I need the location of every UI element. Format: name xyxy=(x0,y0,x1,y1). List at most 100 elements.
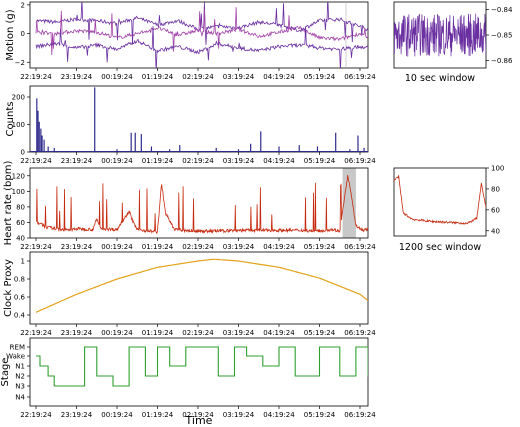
clock-proxy-x-tick-label: 23:19:24 xyxy=(61,329,93,337)
motion-series-line xyxy=(35,7,368,56)
heart-rate-inset-line xyxy=(394,175,486,225)
heart-rate-x-tick-label: 22:19:24 xyxy=(20,243,52,251)
stage-x-ticks: 22:19:24 23:19:24 00:19:24 01:19:24 02:19:24… xyxy=(20,406,376,419)
panel-counts: 0 100 200 22:19:24 23:19:24 00:19:24 01:19:24… xyxy=(5,85,376,165)
counts-x-tick-label: 23:19:24 xyxy=(61,157,93,165)
motion-inset-y-tick-label: −0.86 xyxy=(491,57,513,65)
motion-x-tick-label: 22:19:24 xyxy=(20,73,52,81)
motion-x-tick-label: 00:19:24 xyxy=(101,73,133,81)
heart-rate-y-tick-label: 120 xyxy=(12,172,25,180)
counts-y-label: Counts xyxy=(5,102,16,137)
stage-y-tick-label: N4 xyxy=(15,394,25,402)
heart-rate-inset-series xyxy=(394,175,486,225)
stage-x-tick-label: 22:19:24 xyxy=(20,411,52,419)
stage-y-tick-label: REM xyxy=(10,344,25,352)
motion-series-group xyxy=(35,2,368,68)
motion-y-tick-label: 0 xyxy=(21,30,25,38)
motion-x-tick-label: 23:19:24 xyxy=(61,73,93,81)
heart-rate-x-tick-label: 01:19:24 xyxy=(142,243,174,251)
stage-x-tick-label: 05:19:24 xyxy=(304,411,336,419)
counts-y-tick-label: 0 xyxy=(21,149,25,157)
stage-x-tick-label: 02:19:24 xyxy=(182,411,214,419)
stage-y-label: Stage xyxy=(0,358,11,387)
counts-y-tick-label: 100 xyxy=(12,121,25,129)
counts-x-tick-label: 02:19:24 xyxy=(182,157,214,165)
counts-bars-group xyxy=(30,87,368,152)
stage-line xyxy=(36,346,368,387)
motion-x-tick-label: 03:19:24 xyxy=(223,73,255,81)
heart-rate-inset-title: 1200 sec window xyxy=(399,242,482,253)
stage-x-tick-label: 23:19:24 xyxy=(61,411,93,419)
inset-motion: −0.84 −0.85 −0.86 10 sec window xyxy=(393,1,513,84)
heart-rate-x-tick-label: 06:19:24 xyxy=(344,243,376,251)
motion-inset-series xyxy=(394,13,486,57)
heart-rate-inset-frame xyxy=(393,167,487,237)
motion-y-label: Motion (g) xyxy=(5,9,16,60)
counts-plot-frame xyxy=(29,85,369,153)
motion-y-ticks: −2 0 2 xyxy=(15,1,30,67)
heart-rate-series-group xyxy=(35,175,368,234)
clock-proxy-y-label: Clock Proxy xyxy=(3,259,14,317)
heart-rate-x-tick-label: 05:19:24 xyxy=(304,243,336,251)
panel-heart-rate: 40 60 80 100 120 22:19:24 23:19:24 00:19:24 01:… xyxy=(3,161,376,251)
panel-clock-proxy: 0.4 0.6 0.8 1 22:19:24 23:19:24 00:19:24 01:19… xyxy=(3,251,376,337)
counts-x-tick-label: 05:19:24 xyxy=(304,157,336,165)
heart-rate-line xyxy=(35,175,368,234)
clock-proxy-x-ticks: 22:19:24 23:19:24 00:19:24 01:19:24 02:19:24… xyxy=(20,324,376,337)
motion-series-line xyxy=(35,26,368,68)
clock-proxy-y-tick-label: 0.6 xyxy=(14,294,26,302)
clock-proxy-y-tick-label: 0.8 xyxy=(14,276,25,284)
stage-x-tick-label: 03:19:24 xyxy=(223,411,255,419)
counts-x-ticks: 22:19:24 23:19:24 00:19:24 01:19:24 02:19:24… xyxy=(20,152,376,165)
motion-inset-y-tick-label: −0.85 xyxy=(491,32,512,40)
motion-inset-y-tick-label: −0.84 xyxy=(491,6,513,14)
heart-rate-x-tick-label: 00:19:24 xyxy=(101,243,133,251)
heart-rate-x-tick-label: 03:19:24 xyxy=(223,243,255,251)
heart-rate-y-label: Heart rate (bpm) xyxy=(3,161,14,246)
counts-y-ticks: 0 100 200 xyxy=(12,94,30,157)
stage-x-tick-label: 00:19:24 xyxy=(101,411,133,419)
clock-proxy-x-tick-label: 02:19:24 xyxy=(182,329,214,337)
heart-rate-x-tick-label: 23:19:24 xyxy=(61,243,93,251)
motion-x-tick-label: 01:19:24 xyxy=(142,73,174,81)
heart-rate-inset-y-tick-label: 80 xyxy=(491,185,500,193)
stage-y-tick-label: N1 xyxy=(15,363,25,371)
counts-y-tick-label: 200 xyxy=(12,94,25,102)
motion-x-tick-label: 02:19:24 xyxy=(182,73,214,81)
motion-inset-y-ticks: −0.84 −0.85 −0.86 xyxy=(486,6,513,65)
stage-x-tick-label: 01:19:24 xyxy=(142,411,174,419)
heart-rate-window-highlight xyxy=(342,168,356,238)
clock-proxy-y-tick-label: 1 xyxy=(21,258,25,266)
motion-series-line xyxy=(35,2,368,45)
counts-x-tick-label: 06:19:24 xyxy=(344,157,376,165)
stage-x-tick-label: 06:19:24 xyxy=(344,411,376,419)
clock-proxy-y-ticks: 0.4 0.6 0.8 1 xyxy=(14,258,30,320)
heart-rate-y-tick-label: 100 xyxy=(12,188,25,196)
clock-proxy-x-tick-label: 22:19:24 xyxy=(20,329,52,337)
heart-rate-inset-y-tick-label: 40 xyxy=(491,227,500,235)
inset-heart-rate: 40 60 80 100 1200 sec window xyxy=(393,165,504,253)
heart-rate-y-tick-label: 60 xyxy=(16,219,25,227)
stage-plot-frame xyxy=(29,337,369,407)
clock-proxy-x-tick-label: 04:19:24 xyxy=(263,329,295,337)
heart-rate-x-tick-label: 02:19:24 xyxy=(182,243,214,251)
stage-y-tick-label: Wake xyxy=(6,353,25,361)
counts-x-tick-label: 00:19:24 xyxy=(101,157,133,165)
motion-x-tick-label: 05:19:24 xyxy=(304,73,336,81)
stage-x-tick-label: 04:19:24 xyxy=(263,411,295,419)
motion-x-tick-label: 06:19:24 xyxy=(344,73,376,81)
motion-y-tick-label: 2 xyxy=(21,1,25,9)
clock-proxy-line xyxy=(35,258,368,313)
panel-motion: −2 0 2 22:19:24 23:19:24 00:19:24 01:19:24 02:… xyxy=(5,1,376,81)
stage-y-tick-label: N2 xyxy=(15,373,25,381)
motion-y-tick-label: −2 xyxy=(15,59,25,67)
motion-inset-title: 10 sec window xyxy=(405,73,475,84)
heart-rate-inset-y-ticks: 40 60 80 100 xyxy=(486,165,504,235)
heart-rate-inset-y-tick-label: 60 xyxy=(491,206,500,214)
heart-rate-x-ticks: 22:19:24 23:19:24 00:19:24 01:19:24 02:19:24… xyxy=(20,238,376,251)
clock-proxy-x-tick-label: 06:19:24 xyxy=(344,329,376,337)
counts-x-tick-label: 22:19:24 xyxy=(20,157,52,165)
